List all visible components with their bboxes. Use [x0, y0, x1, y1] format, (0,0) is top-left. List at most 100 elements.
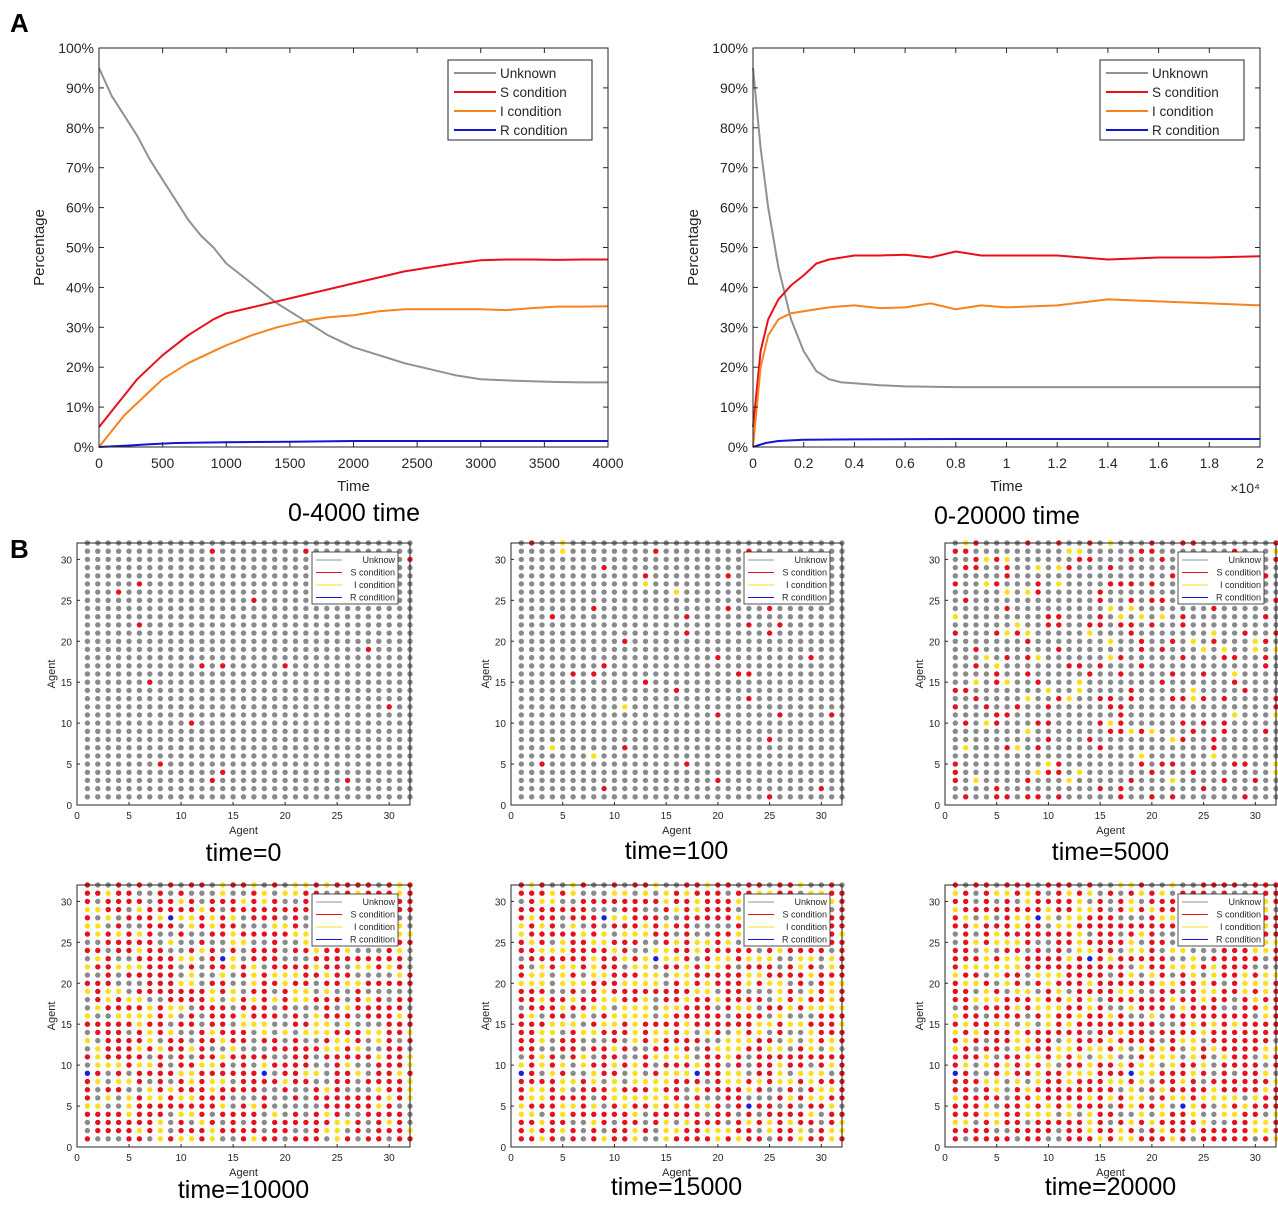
agent-dot-unknown: [704, 736, 711, 743]
agent-dot-s: [549, 1127, 556, 1134]
agent-dot-unknown: [376, 695, 382, 702]
agent-dot-unknown: [787, 785, 793, 792]
agent-dot-unknown: [983, 679, 990, 685]
agent-dot-unknown: [1014, 753, 1021, 759]
agent-dot-unknown: [549, 663, 556, 669]
agent-dot-unknown: [105, 614, 111, 620]
agent-dot-unknown: [313, 736, 319, 743]
agent-dot-unknown: [632, 663, 638, 669]
agent-dot-s: [1066, 564, 1072, 571]
y-tick-label: 0%: [728, 439, 748, 455]
agent-dot-i: [673, 1070, 680, 1077]
agent-dot-unknown: [168, 695, 174, 702]
agent-dot-unknown: [240, 556, 247, 563]
agent-dot-s: [334, 996, 340, 1003]
agent-dot-unknown: [1221, 794, 1228, 800]
agent-dot-unknown: [632, 777, 638, 784]
agent-dot-unknown: [282, 915, 288, 921]
agent-dot-s: [580, 915, 587, 921]
agent-dot-s: [386, 1005, 392, 1011]
agent-dot-unknown: [334, 605, 340, 612]
agent-dot-unknown: [303, 564, 309, 571]
agent-dot-unknown: [1252, 695, 1259, 702]
agent-dot-unknown: [963, 785, 969, 792]
agent-dot-s: [952, 769, 958, 775]
agent-dot-s: [952, 630, 958, 636]
agent-dot-unknown: [344, 1111, 351, 1118]
agent-dot-i: [199, 947, 205, 954]
agent-dot-s: [396, 956, 403, 962]
agent-dot-unknown: [1138, 769, 1145, 775]
agent-dot-unknown: [952, 785, 958, 792]
agent-dot-s: [1149, 597, 1155, 603]
agent-dot-unknown: [994, 704, 1000, 710]
agent-dot-s: [209, 964, 215, 970]
agent-dot-s: [673, 1021, 680, 1027]
agent-dot-unknown: [1056, 671, 1062, 677]
agent-dot-unknown: [632, 785, 638, 792]
agent-dot-unknown: [1221, 736, 1228, 743]
agent-dot-i: [963, 745, 969, 751]
agent-dot-unknown: [622, 769, 628, 775]
x-tick-label: 25: [332, 1153, 344, 1164]
agent-dot-unknown: [157, 622, 163, 628]
agent-dot-s: [126, 939, 132, 945]
agent-dot-i: [601, 1136, 607, 1142]
agent-dot-unknown: [1159, 589, 1165, 595]
agent-dot-i: [220, 1054, 226, 1060]
agent-dot-unknown: [251, 777, 257, 784]
agent-dot-s: [376, 1005, 382, 1011]
agent-dot-s: [673, 1087, 680, 1093]
agent-dot-i: [632, 1037, 638, 1044]
agent-dot-i: [282, 1078, 288, 1085]
agent-dot-i: [1169, 777, 1176, 784]
agent-dot-unknown: [1087, 646, 1093, 653]
agent-dot-unknown: [126, 630, 132, 636]
agent-dot-unknown: [230, 605, 236, 612]
agent-dot-unknown: [1263, 712, 1269, 718]
agent-dot-unknown: [518, 769, 524, 775]
agent-dot-unknown: [642, 654, 649, 661]
agent-dot-unknown: [518, 671, 524, 677]
agent-dot-unknown: [1149, 761, 1155, 767]
agent-dot-unknown: [95, 548, 101, 554]
agent-dot-unknown: [725, 548, 731, 554]
agent-dot-unknown: [797, 777, 804, 784]
agent-dot-i: [95, 1046, 101, 1052]
agent-dot-s: [115, 906, 122, 913]
agent-dot-unknown: [715, 556, 721, 563]
agent-dot-unknown: [715, 564, 721, 571]
agent-dot-unknown: [126, 564, 132, 571]
agent-dot-unknown: [570, 605, 576, 612]
agent-dot-unknown: [209, 728, 215, 734]
agent-dot-s: [334, 1070, 340, 1077]
agent-dot-unknown: [115, 745, 122, 751]
agent-dot-unknown: [355, 753, 361, 759]
series-line-unknown: [98, 67, 608, 384]
agent-dot-unknown: [115, 704, 122, 710]
agent-dot-s: [261, 931, 267, 937]
agent-dot-i: [1004, 589, 1010, 595]
agent-dot-s: [376, 1070, 382, 1077]
agent-dot-s: [95, 996, 101, 1003]
agent-dot-s: [261, 988, 267, 995]
agent-dot-unknown: [365, 753, 372, 759]
x-tick-label: 0: [74, 811, 80, 822]
agent-dot-unknown: [292, 704, 299, 710]
agent-dot-s: [355, 1119, 361, 1126]
agent-dot-unknown: [1231, 646, 1238, 653]
agent-dot-unknown: [272, 597, 278, 603]
agent-dot-unknown: [157, 794, 163, 800]
agent-dot-s: [209, 906, 215, 913]
agent-dot-s: [529, 988, 535, 995]
agent-dot-unknown: [334, 712, 340, 718]
agent-dot-unknown: [1066, 785, 1072, 792]
agent-dot-s: [251, 1013, 257, 1019]
agent-dot-unknown: [591, 1013, 597, 1019]
agent-dot-unknown: [829, 646, 835, 653]
agent-dot-unknown: [303, 695, 309, 702]
agent-dot-i: [539, 972, 545, 978]
agent-dot-unknown: [518, 622, 524, 628]
agent-dot-unknown: [518, 638, 524, 644]
